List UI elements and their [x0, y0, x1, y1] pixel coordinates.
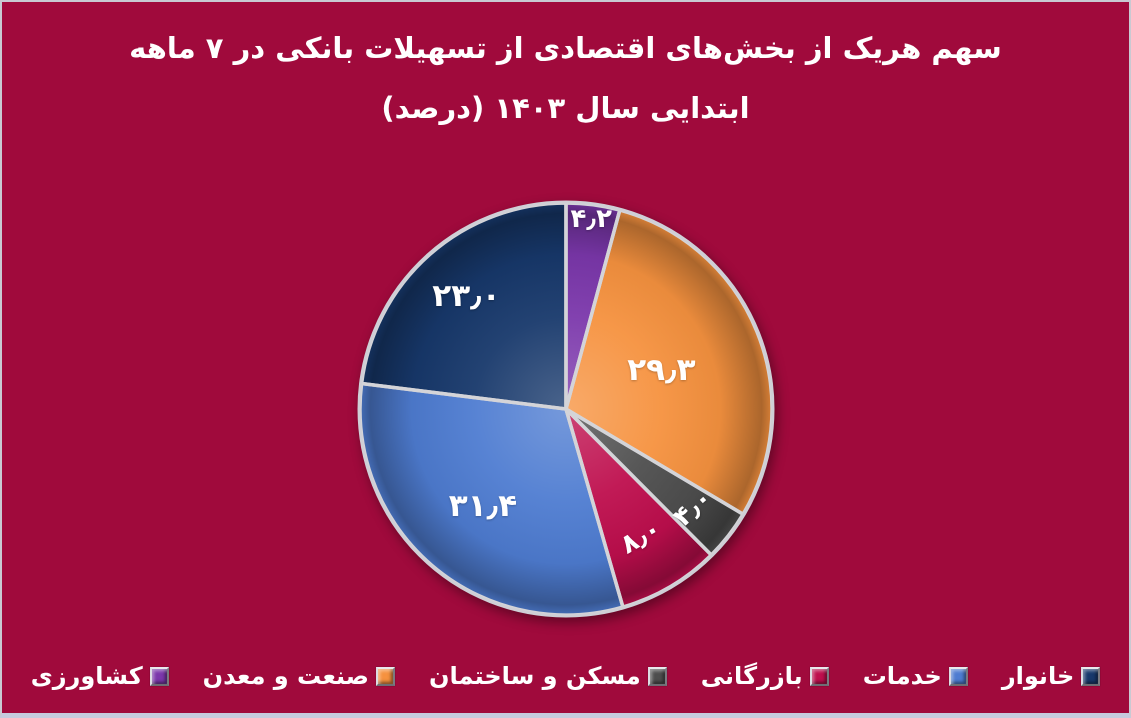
- legend-label: بازرگانی: [700, 662, 803, 690]
- chart-title-line1: سهم هریک از بخش‌های اقتصادی از تسهیلات ب…: [129, 31, 1002, 65]
- legend-color-marker: [809, 666, 829, 686]
- legend-item: کشاورزی: [31, 662, 169, 690]
- chart-title-line2: ابتدایی سال ۱۴۰۳ (درصد): [381, 91, 750, 125]
- legend-color-marker: [647, 666, 667, 686]
- pie-outer-rim: [357, 200, 775, 618]
- legend-item: خانوار: [1001, 662, 1101, 690]
- legend-item: خدمات: [863, 662, 968, 690]
- legend-item: بازرگانی: [701, 662, 829, 690]
- legend-item: صنعت و معدن: [203, 662, 395, 690]
- legend-color-marker: [376, 666, 395, 686]
- legend-color-marker: [149, 666, 169, 686]
- legend-color-marker: [948, 666, 968, 686]
- legend-label: خدمات: [862, 662, 942, 690]
- legend-label: صنعت و معدن: [202, 662, 369, 690]
- legend-label: خانوار: [1001, 662, 1075, 690]
- slice-value-label: ۲۳٫۰: [432, 278, 501, 315]
- legend-label: کشاورزی: [30, 662, 143, 690]
- legend-color-marker: [1081, 666, 1101, 686]
- chart-legend: خانوار خدمات بازرگانی مسکن و ساختمان صنعت و …: [2, 652, 1129, 700]
- chart-title: سهم هریک از بخش‌های اقتصادی از تسهیلات ب…: [2, 18, 1129, 138]
- slice-value-label: ۴٫۲: [570, 204, 612, 235]
- slice-value-label: ۳۱٫۴: [448, 488, 518, 525]
- legend-item: مسکن و ساختمان: [429, 662, 667, 690]
- legend-label: مسکن و ساختمان: [429, 662, 641, 690]
- slice-value-label: ۲۹٫۳: [627, 352, 696, 389]
